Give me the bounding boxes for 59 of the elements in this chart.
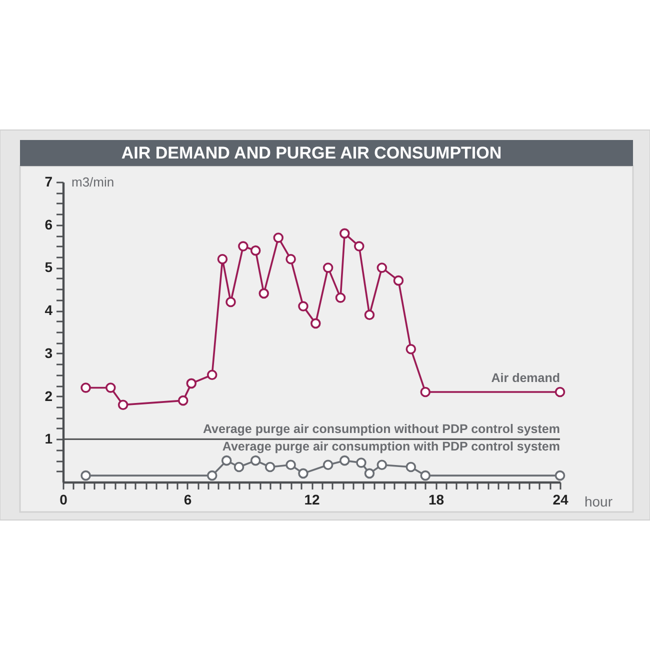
point [238, 241, 248, 252]
point [118, 400, 128, 410]
point [298, 468, 308, 479]
y-tick-label: 6 [44, 216, 53, 232]
point [310, 318, 321, 329]
series-label: Air demand [491, 371, 560, 385]
point [258, 288, 270, 299]
point [264, 462, 276, 472]
point [221, 455, 232, 466]
point [339, 455, 350, 466]
ref-line-label: Average purge air consumption without PDP control system [202, 422, 560, 436]
point [406, 462, 416, 472]
y-tick-label: 1 [44, 430, 53, 447]
point [80, 470, 91, 481]
point [273, 232, 284, 243]
point [178, 395, 188, 406]
point [105, 382, 116, 393]
x-tick-label: 6 [184, 492, 192, 508]
point [339, 228, 350, 239]
series-label: Average purge air consumption with PDP control system [222, 440, 560, 454]
point [354, 241, 364, 252]
point [364, 310, 375, 320]
x-tick-label: 18 [428, 492, 444, 508]
point [226, 296, 236, 308]
x-tick-label: 24 [552, 492, 568, 508]
point [206, 370, 218, 380]
point [393, 275, 404, 286]
point [420, 386, 431, 398]
point [298, 301, 308, 312]
x-axis-title: hour [584, 494, 613, 510]
y-tick-label: 4 [44, 302, 53, 318]
point [80, 382, 91, 393]
y-tick-label: 7 [44, 174, 53, 190]
y-tick-label: 3 [44, 344, 53, 361]
point [286, 460, 296, 470]
x-tick-label: 12 [304, 492, 320, 508]
point [376, 460, 388, 470]
point [364, 468, 375, 479]
point [335, 292, 346, 303]
point [554, 470, 566, 481]
point [206, 470, 218, 481]
point [420, 470, 431, 481]
y-tick-label: 2 [44, 388, 53, 404]
point [554, 386, 566, 398]
point [322, 460, 334, 470]
point [376, 262, 388, 273]
point [217, 254, 228, 264]
x-tick-label: 0 [60, 492, 68, 508]
point [322, 262, 334, 273]
y-axis-title: m3/min [72, 174, 114, 190]
point [250, 245, 261, 256]
point [186, 378, 197, 389]
point [406, 344, 416, 354]
chart-title: AIR DEMAND AND PURGE AIR CONSUMPTION [121, 144, 502, 162]
y-tick-label: 5 [44, 259, 53, 276]
point [234, 462, 244, 472]
point [250, 455, 261, 466]
point [286, 254, 296, 264]
point [356, 458, 366, 468]
